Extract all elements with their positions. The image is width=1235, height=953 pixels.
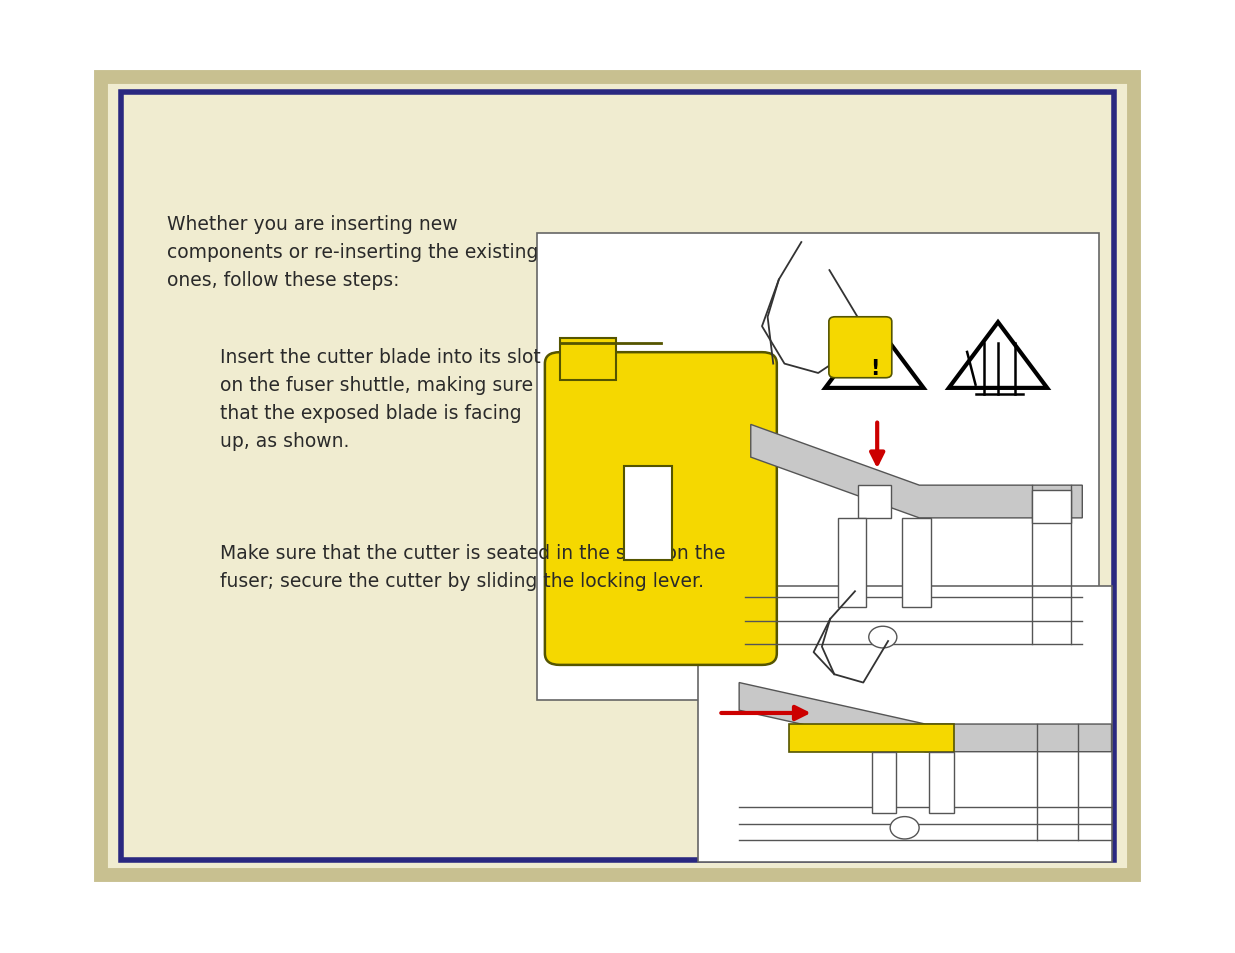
Bar — [857, 486, 892, 518]
FancyBboxPatch shape — [829, 317, 892, 378]
Polygon shape — [825, 323, 924, 389]
Bar — [930, 752, 955, 813]
Text: Insert the cutter blade into its slot
on the fuser shuttle, making sure
that the: Insert the cutter blade into its slot on… — [220, 348, 541, 451]
Circle shape — [890, 817, 919, 839]
Bar — [698, 586, 1112, 862]
Circle shape — [868, 626, 897, 648]
Text: Whether you are inserting new
components or re-inserting the existing
ones, foll: Whether you are inserting new components… — [167, 214, 538, 290]
Bar — [903, 518, 931, 607]
Bar — [559, 338, 616, 380]
Bar — [625, 467, 672, 560]
Text: !: ! — [869, 359, 879, 379]
Polygon shape — [948, 323, 1047, 389]
Bar — [1031, 490, 1071, 523]
Bar — [837, 518, 866, 607]
Bar — [789, 724, 955, 752]
Bar — [101, 78, 1134, 875]
Bar — [121, 93, 1114, 860]
FancyBboxPatch shape — [545, 353, 777, 665]
Bar — [872, 752, 897, 813]
Bar — [537, 233, 1099, 700]
Polygon shape — [751, 425, 1082, 518]
Text: Make sure that the cutter is seated in the slots on the
fuser; secure the cutter: Make sure that the cutter is seated in t… — [220, 543, 725, 590]
Polygon shape — [739, 682, 1112, 752]
